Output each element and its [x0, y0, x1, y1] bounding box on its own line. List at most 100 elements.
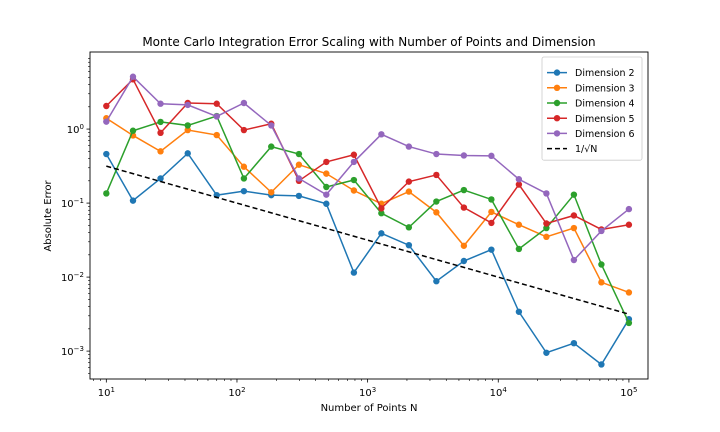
data-point-dim-2 — [598, 361, 605, 368]
data-point-dim-6 — [570, 256, 578, 264]
data-point-dim-5 — [213, 100, 220, 107]
legend-label: Dimension 6 — [575, 129, 635, 140]
data-point-dim-2 — [515, 308, 523, 315]
data-point-dim-5 — [157, 129, 164, 137]
x-tick-label: 102 — [228, 386, 245, 399]
data-point-dim-6 — [625, 205, 633, 213]
data-point-dim-6 — [350, 158, 358, 166]
data-point-dim-3 — [625, 289, 633, 296]
data-point-dim-2 — [378, 230, 385, 237]
data-point-dim-4 — [323, 183, 330, 191]
x-axis-label: Number of Points N — [321, 403, 418, 414]
legend-marker — [553, 99, 561, 107]
legend-label: Dimension 4 — [575, 99, 635, 110]
data-point-dim-2 — [488, 246, 495, 253]
y-axis-label: Absolute Error — [43, 179, 54, 251]
legend-box — [541, 56, 643, 161]
data-point-dim-4 — [103, 190, 110, 197]
data-point-dim-6 — [598, 227, 605, 235]
series-line-dim-4 — [105, 115, 630, 324]
legend-marker — [553, 130, 561, 137]
data-point-dim-5 — [570, 212, 578, 219]
data-point-dim-2 — [543, 349, 550, 356]
series-line-dim-5 — [105, 78, 630, 231]
series-line-dim-6 — [105, 75, 630, 262]
data-point-dim-4 — [295, 150, 303, 158]
data-point-dim-2 — [103, 150, 110, 158]
data-point-dim-2 — [460, 257, 468, 265]
data-point-dim-6 — [543, 190, 550, 197]
y-tick-label: 100 — [67, 123, 84, 136]
legend-label: Dimension 5 — [575, 114, 635, 125]
data-point-dim-4 — [378, 210, 385, 217]
data-point-dim-5 — [378, 205, 385, 212]
data-point-dim-4 — [598, 261, 605, 268]
reference-line — [106, 165, 630, 315]
data-point-dim-4 — [570, 191, 578, 198]
data-point-dim-6 — [213, 113, 220, 120]
data-point-dim-2 — [295, 192, 303, 200]
data-point-dim-3 — [295, 161, 303, 168]
data-point-dim-3 — [598, 279, 605, 286]
data-point-dim-4 — [157, 118, 164, 126]
data-point-dim-5 — [543, 220, 550, 227]
data-point-dim-3 — [433, 209, 440, 216]
data-point-dim-3 — [405, 188, 413, 195]
data-point-dim-3 — [570, 224, 578, 232]
data-point-dim-4 — [350, 176, 358, 184]
data-point-dim-4 — [625, 319, 633, 327]
data-point-dim-4 — [433, 198, 440, 205]
legend-label: 1/√N — [575, 144, 597, 155]
data-point-dim-5 — [488, 219, 495, 227]
data-point-dim-3 — [488, 208, 495, 216]
data-point-dim-4 — [240, 175, 248, 182]
y-tick-label: 10−2 — [61, 271, 84, 284]
data-point-dim-3 — [240, 163, 248, 170]
data-point-dim-6 — [488, 152, 495, 160]
data-point-dim-6 — [433, 150, 440, 158]
data-point-dim-2 — [129, 197, 137, 204]
plot-frame — [89, 51, 649, 380]
data-point-dim-2 — [405, 241, 413, 249]
data-point-dim-3 — [184, 126, 191, 134]
x-tick-label: 101 — [98, 386, 115, 399]
data-point-dim-6 — [405, 143, 413, 150]
data-point-dim-6 — [323, 191, 330, 198]
data-point-dim-6 — [240, 99, 248, 107]
chart-title: Monte Carlo Integration Error Scaling wi… — [142, 35, 595, 49]
data-point-dim-3 — [350, 187, 358, 194]
data-point-dim-6 — [157, 100, 164, 107]
data-point-dim-4 — [184, 122, 191, 129]
data-point-dim-4 — [460, 186, 468, 194]
data-point-dim-5 — [323, 158, 330, 166]
x-tick-label: 105 — [620, 386, 637, 399]
legend-marker — [553, 69, 561, 76]
legend-label: Dimension 3 — [575, 83, 635, 94]
data-point-dim-6 — [103, 118, 110, 125]
data-point-dim-5 — [625, 221, 633, 228]
y-ticks: 10−3 10−2 10−1 100 — [61, 58, 90, 374]
data-point-dim-6 — [460, 152, 468, 159]
data-point-dim-3 — [323, 170, 330, 177]
data-point-dim-3 — [157, 148, 164, 155]
y-tick-label: 10−1 — [61, 197, 84, 210]
data-point-dim-5 — [515, 181, 523, 188]
data-point-dim-6 — [515, 176, 523, 183]
data-point-dim-6 — [184, 101, 191, 109]
data-point-dim-2 — [323, 200, 330, 207]
legend-marker — [553, 115, 561, 122]
data-point-dim-5 — [433, 171, 440, 179]
data-point-dim-6 — [295, 175, 303, 182]
data-point-dim-4 — [515, 245, 523, 253]
y-tick-label: 10−3 — [61, 345, 84, 358]
x-ticks: 101 102 103 104 105 — [93, 379, 638, 399]
data-point-dim-4 — [543, 224, 550, 232]
legend-label: Dimension 2 — [575, 68, 635, 79]
data-point-dim-3 — [460, 242, 468, 249]
data-point-dim-5 — [103, 102, 110, 110]
data-point-dim-2 — [570, 339, 578, 347]
data-point-dim-3 — [515, 221, 523, 228]
data-point-dim-4 — [405, 224, 413, 231]
data-point-dim-2 — [157, 175, 164, 182]
